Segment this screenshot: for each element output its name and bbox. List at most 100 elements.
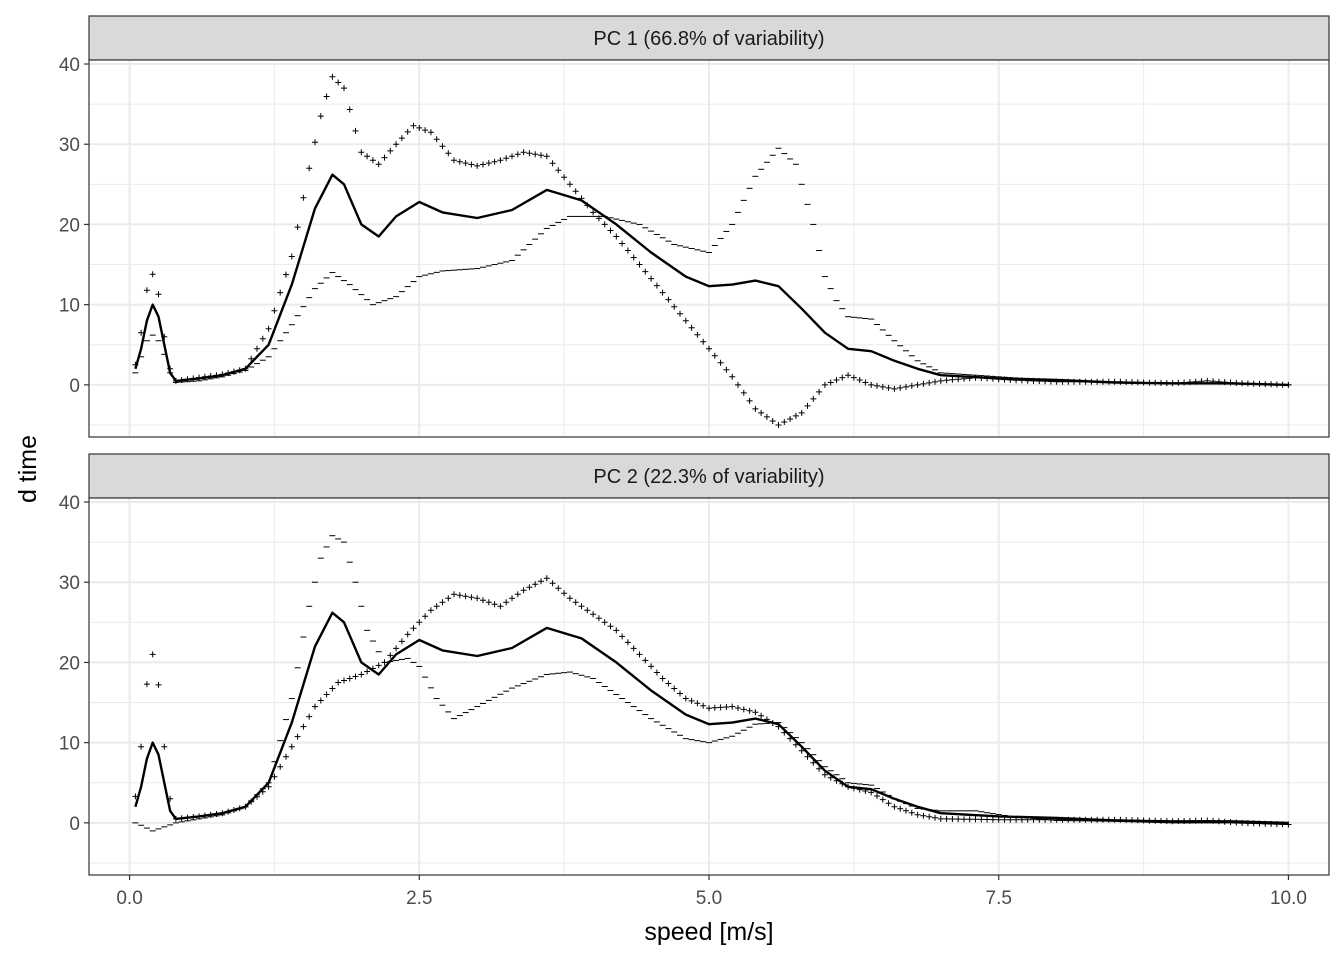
plus-marker <box>671 685 678 692</box>
plus-marker <box>816 765 823 772</box>
plus-marker <box>1146 379 1153 386</box>
plus-marker <box>271 307 278 314</box>
plus-marker <box>1152 379 1159 386</box>
plus-marker <box>1233 819 1240 826</box>
plus-marker <box>132 361 139 368</box>
plus-marker <box>520 587 527 594</box>
plus-marker <box>653 669 660 676</box>
plus-marker <box>323 93 330 100</box>
plus-marker <box>503 599 510 606</box>
plus-marker <box>885 384 892 391</box>
plus-marker <box>590 611 597 618</box>
plus-marker <box>856 786 863 793</box>
plus-marker <box>613 233 620 240</box>
plus-marker <box>758 409 765 416</box>
plus-marker <box>885 800 892 807</box>
plus-marker <box>184 814 191 821</box>
plus-marker <box>932 378 938 385</box>
plus-marker <box>694 700 701 707</box>
plus-marker <box>1244 380 1251 387</box>
plus-marker <box>352 127 359 134</box>
plus-marker <box>172 815 179 822</box>
plus-marker <box>549 160 556 167</box>
plus-marker <box>398 638 405 645</box>
plus-marker <box>850 785 857 792</box>
plus-marker <box>1210 378 1217 385</box>
plus-marker <box>1076 816 1083 823</box>
plus-marker <box>306 713 313 720</box>
plus-marker <box>781 729 788 736</box>
plus-marker <box>879 796 886 803</box>
plus-marker <box>433 603 440 610</box>
plus-marker <box>491 158 498 165</box>
plus-marker <box>584 607 591 614</box>
plus-marker <box>520 149 527 156</box>
y-tick-label: 0 <box>69 376 80 397</box>
plus-marker <box>653 282 660 289</box>
plus-marker <box>891 385 898 392</box>
plus-marker <box>1065 378 1072 385</box>
plus-marker <box>514 151 521 158</box>
plus-marker <box>955 816 962 823</box>
plus-marker <box>566 181 573 188</box>
plus-marker <box>167 365 174 372</box>
plus-marker <box>746 397 753 404</box>
plus-marker <box>387 652 394 659</box>
plus-marker <box>943 815 950 822</box>
plus-marker <box>868 381 875 388</box>
plus-marker <box>132 793 139 800</box>
y-tick-label: 40 <box>59 493 80 514</box>
y-tick-label: 10 <box>59 296 80 317</box>
x-axis-title: speed [m/s] <box>644 918 773 946</box>
plus-marker <box>283 271 289 278</box>
plus-marker <box>364 153 371 160</box>
plus-marker <box>816 388 823 395</box>
plus-marker <box>949 376 956 383</box>
plus-marker <box>723 366 730 373</box>
plus-marker <box>369 157 376 164</box>
plus-marker <box>532 581 539 588</box>
plus-marker <box>665 680 672 687</box>
plus-marker <box>416 619 423 626</box>
plus-marker <box>578 603 585 610</box>
y-axis-title: d time <box>14 435 42 503</box>
x-tick-label: 10.0 <box>1270 888 1307 909</box>
plus-marker <box>1198 378 1205 385</box>
plus-marker <box>138 743 145 750</box>
plus-marker <box>555 585 562 592</box>
plus-marker <box>375 161 382 168</box>
plus-marker <box>526 150 533 157</box>
plus-marker <box>642 657 649 664</box>
plus-marker <box>740 389 747 396</box>
plus-marker <box>265 325 272 332</box>
plus-marker <box>590 209 597 216</box>
plus-marker <box>143 681 150 688</box>
plus-marker <box>688 697 695 704</box>
plus-marker <box>804 753 811 760</box>
plus-marker <box>300 723 307 730</box>
plus-marker <box>903 807 909 814</box>
plus-marker <box>358 671 365 678</box>
plus-marker <box>294 733 301 740</box>
plus-marker <box>1082 816 1089 823</box>
plus-marker <box>966 375 973 382</box>
plus-marker <box>717 704 724 711</box>
plus-marker <box>323 691 330 698</box>
plus-marker <box>839 374 846 381</box>
plus-marker <box>1007 816 1014 823</box>
minus-perturbation-series <box>132 535 1292 832</box>
plus-marker <box>335 679 342 686</box>
plus-marker <box>364 668 371 675</box>
plus-marker <box>1105 816 1112 823</box>
plus-marker <box>920 380 927 387</box>
plus-marker <box>143 287 150 294</box>
plus-marker <box>665 296 672 303</box>
plus-marker <box>798 747 805 754</box>
plus-marker <box>451 591 457 598</box>
plus-marker <box>317 697 324 704</box>
plus-marker <box>549 580 556 587</box>
plus-marker <box>862 788 869 794</box>
plus-marker <box>509 595 515 602</box>
plus-marker <box>462 593 469 600</box>
plus-marker <box>595 615 602 622</box>
